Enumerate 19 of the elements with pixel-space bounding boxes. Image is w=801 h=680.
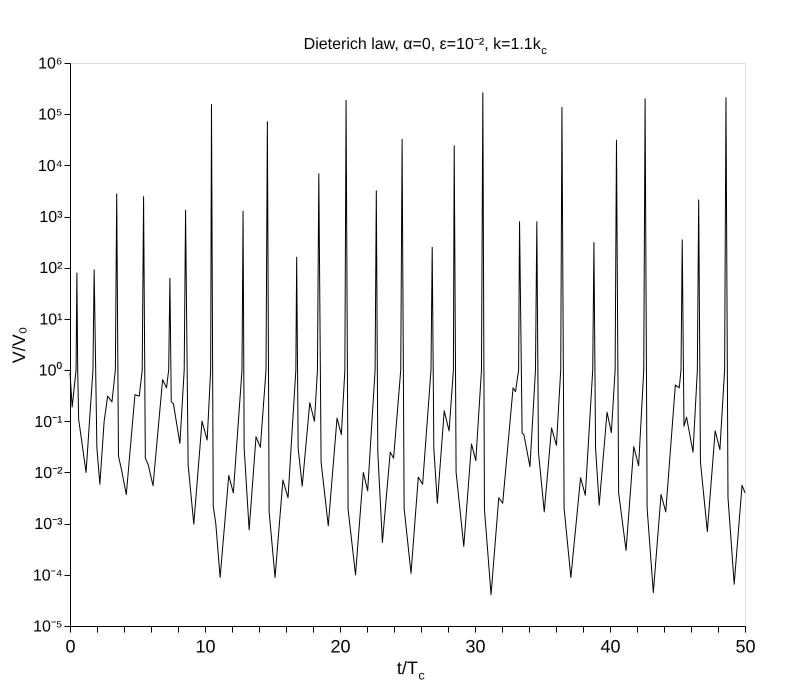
y-tick-label: 10⁵ xyxy=(38,106,62,124)
y-tick-label: 10⁻³ xyxy=(34,516,64,534)
y-tick-label: 10⁻⁵ xyxy=(33,618,62,636)
y-tick-label: 10³ xyxy=(39,209,64,226)
y-tick-label: 10⁴ xyxy=(38,158,63,175)
y-tick-label: 10⁻¹ xyxy=(34,414,62,431)
x-tick-label: 40 xyxy=(600,636,621,656)
x-tick-label: 30 xyxy=(465,636,486,656)
y-axis-title: V/V₀ xyxy=(8,326,29,364)
x-tick-label: 10 xyxy=(195,636,216,656)
x-tick-label: 0 xyxy=(65,636,76,656)
x-tick-label: 50 xyxy=(735,636,756,656)
y-tick-label: 10⁻⁴ xyxy=(32,567,63,584)
y-tick-label: 10¹ xyxy=(39,311,62,328)
y-tick-label: 10⁶ xyxy=(38,56,62,72)
y-tick-label: 10⁰ xyxy=(38,362,62,380)
y-tick-label: 10⁻² xyxy=(34,464,64,482)
y-tick-label: 10² xyxy=(39,260,64,278)
x-tick-label: 20 xyxy=(330,636,351,656)
